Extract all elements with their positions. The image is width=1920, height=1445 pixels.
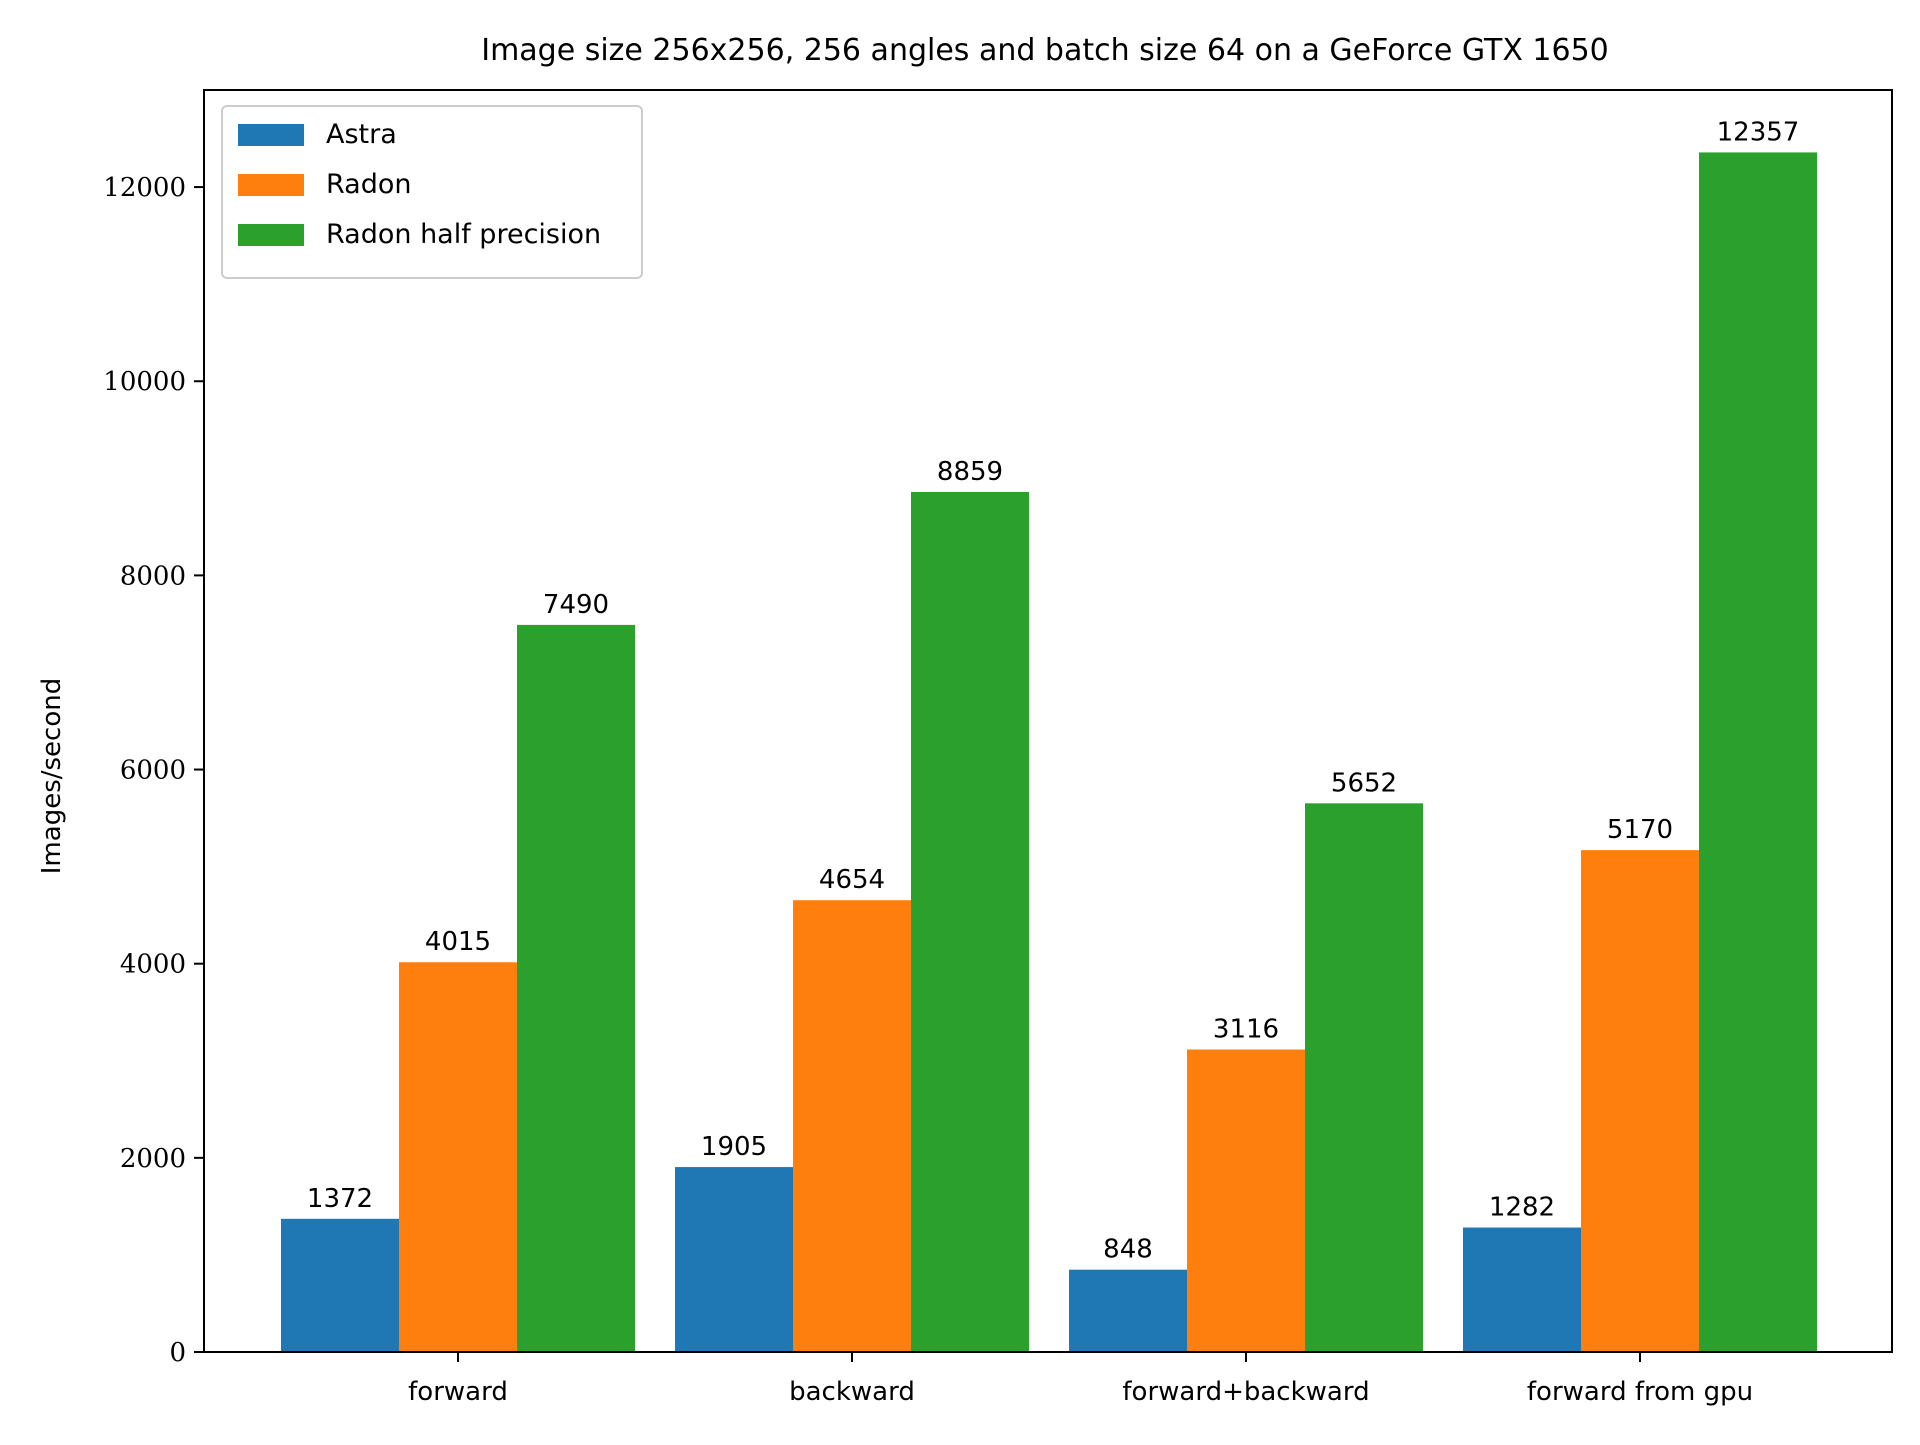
- x-axis: forward backward forward+backward forward f…: [408, 1352, 1753, 1407]
- bar-astra-forward-backward: [1069, 1269, 1187, 1352]
- x-tick-label: forward from gpu: [1527, 1377, 1753, 1407]
- y-tick-label: 2000: [120, 1144, 186, 1174]
- data-label-radon-half-precision-forward-from-gpu: 12357: [1717, 117, 1800, 147]
- data-label-radon-backward: 4654: [819, 865, 885, 895]
- y-tick-label: 0: [169, 1338, 186, 1368]
- data-label-astra-forward-from-gpu: 1282: [1489, 1193, 1555, 1223]
- y-tick-label: 8000: [120, 561, 186, 591]
- data-label-astra-forward-backward: 848: [1103, 1235, 1153, 1265]
- data-labels-layer: 1372 4015 7490 1905 4654 8859 848 3116 5652 1282 5…: [307, 117, 1799, 1264]
- bar-radon-forward-backward: [1187, 1049, 1305, 1352]
- y-tick-label: 12000: [103, 173, 186, 203]
- bar-radon-half-precision-forward-backward: [1305, 803, 1423, 1352]
- bar-radon-half-precision-forward: [517, 624, 635, 1352]
- data-label-radon-half-precision-backward: 8859: [937, 457, 1003, 487]
- y-tick-label: 6000: [120, 756, 186, 786]
- legend-swatch-radon-half-precision: [238, 224, 304, 246]
- x-tick-label: backward: [789, 1377, 915, 1407]
- bars-layer: [281, 152, 1817, 1353]
- legend: Astra Radon Radon half precision: [221, 105, 643, 279]
- y-axis: 0 2000 4000 6000 8000 10000 12000: [103, 173, 204, 1368]
- legend-box: [221, 105, 643, 279]
- bar-astra-backward: [675, 1167, 793, 1352]
- data-label-radon-forward-backward: 3116: [1213, 1015, 1279, 1045]
- bar-radon-forward-from-gpu: [1581, 850, 1699, 1352]
- bar-astra-forward-from-gpu: [1463, 1227, 1581, 1352]
- y-axis-label: Images/second: [37, 678, 67, 874]
- data-label-astra-backward: 1905: [701, 1132, 767, 1162]
- bar-radon-forward: [399, 962, 517, 1352]
- x-tick-label: forward+backward: [1122, 1377, 1369, 1407]
- data-label-radon-half-precision-forward: 7490: [543, 590, 609, 620]
- y-tick-label: 10000: [103, 367, 186, 397]
- bar-radon-backward: [793, 900, 911, 1352]
- data-label-radon-forward: 4015: [425, 927, 491, 957]
- legend-swatch-radon: [238, 174, 304, 196]
- x-tick-label: forward: [408, 1377, 508, 1407]
- plot-frame: [203, 89, 1893, 1353]
- legend-label-radon: Radon: [326, 169, 411, 200]
- legend-swatch-astra: [238, 124, 304, 146]
- bar-radon-half-precision-forward-from-gpu: [1699, 152, 1817, 1353]
- bar-astra-forward: [281, 1218, 399, 1352]
- chart-title: Image size 256x256, 256 angles and batch…: [481, 33, 1609, 68]
- y-tick-label: 4000: [120, 950, 186, 980]
- bar-radon-half-precision-backward: [911, 491, 1029, 1352]
- data-label-radon-forward-from-gpu: 5170: [1607, 815, 1673, 845]
- legend-label-radon-half-precision: Radon half precision: [326, 219, 601, 250]
- data-label-radon-half-precision-forward-backward: 5652: [1331, 768, 1397, 798]
- data-label-astra-forward: 1372: [307, 1184, 373, 1214]
- legend-label-astra: Astra: [326, 119, 397, 150]
